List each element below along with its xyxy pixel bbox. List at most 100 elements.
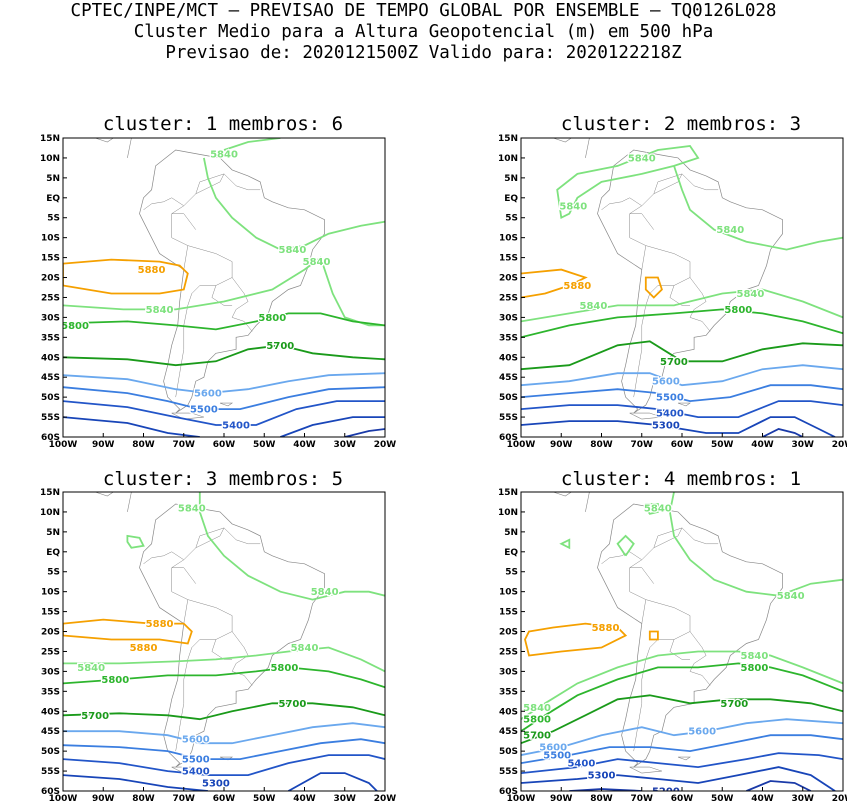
contour-label: 5700 bbox=[266, 341, 294, 352]
y-tick-label: 50S bbox=[41, 747, 60, 757]
contour-label: 5800 bbox=[724, 305, 752, 316]
y-tick-label: 55S bbox=[41, 767, 60, 777]
contour-label: 5840 bbox=[279, 245, 307, 256]
y-tick-label: 55S bbox=[499, 413, 518, 423]
y-tick-label: EQ bbox=[504, 194, 518, 204]
y-tick-label: 60S bbox=[41, 433, 60, 443]
coastline bbox=[597, 503, 783, 768]
y-tick-label: 40S bbox=[499, 707, 518, 717]
country-border bbox=[601, 551, 642, 564]
x-tick-label: 70W bbox=[173, 440, 196, 450]
y-tick-label: 10S bbox=[41, 588, 60, 598]
contour-5500 bbox=[521, 734, 843, 764]
y-tick-label: 60S bbox=[499, 433, 518, 443]
island-outline bbox=[164, 472, 188, 480]
map-frame bbox=[520, 491, 844, 792]
island-outline bbox=[629, 412, 662, 420]
contour-label: 5300 bbox=[652, 421, 680, 432]
country-border bbox=[681, 527, 719, 545]
contour-label: 5800 bbox=[61, 321, 89, 332]
contour-label: 5880 bbox=[146, 619, 174, 630]
contour-5600 bbox=[521, 364, 843, 387]
x-tick-label: 20W bbox=[832, 794, 847, 803]
country-border bbox=[223, 527, 261, 545]
contour-label: 5840 bbox=[303, 257, 331, 268]
header-line-2: Cluster Medio para a Altura Geopotencial… bbox=[133, 22, 714, 42]
contour-label: 5840 bbox=[644, 503, 672, 514]
country-border bbox=[143, 551, 184, 565]
x-tick-label: 30W bbox=[334, 794, 357, 803]
contour-5840 bbox=[559, 538, 571, 550]
country-border bbox=[195, 173, 225, 194]
contour-5840 bbox=[198, 492, 385, 601]
contour-label: 5600 bbox=[194, 389, 222, 400]
y-tick-label: 20S bbox=[41, 628, 60, 638]
contour-label: 5840 bbox=[178, 503, 206, 514]
contour-label: 5840 bbox=[716, 225, 744, 236]
country-border bbox=[231, 277, 253, 332]
contour-label: 5880 bbox=[563, 281, 591, 292]
contour-label: 5500 bbox=[656, 393, 684, 404]
y-tick-label: 15N bbox=[498, 134, 518, 144]
y-tick-label: 45S bbox=[499, 373, 518, 383]
contour-5840 bbox=[644, 503, 659, 515]
panel-2-title: cluster: 2 membros: 3 bbox=[560, 113, 802, 135]
contour-label: 5600 bbox=[652, 377, 680, 388]
contour-label: 5840 bbox=[777, 591, 805, 602]
x-tick-label: 60W bbox=[671, 794, 694, 803]
y-tick-label: 5S bbox=[47, 568, 60, 578]
x-tick-label: 50W bbox=[711, 440, 734, 450]
contour-5200 bbox=[762, 428, 804, 437]
contour-5600 bbox=[521, 718, 843, 756]
contour-5700 bbox=[521, 694, 843, 745]
contour-label: 5400 bbox=[656, 409, 684, 420]
contour-label: 5880 bbox=[138, 265, 166, 276]
contour-5840 bbox=[63, 256, 385, 327]
x-tick-label: 20W bbox=[832, 440, 847, 450]
country-border bbox=[633, 599, 691, 752]
panel-1-title: cluster: 1 membros: 6 bbox=[102, 113, 344, 135]
contour-5600 bbox=[63, 372, 385, 395]
island-outline bbox=[95, 492, 132, 512]
contour-5600 bbox=[63, 722, 385, 745]
contour-label: 5800 bbox=[270, 663, 298, 674]
x-tick-label: 90W bbox=[550, 440, 573, 450]
x-tick-label: 90W bbox=[550, 794, 573, 803]
y-tick-label: 15N bbox=[40, 134, 60, 144]
y-tick-label: 50S bbox=[41, 393, 60, 403]
contour-label: 5800 bbox=[258, 313, 286, 324]
contour-5200 bbox=[746, 780, 812, 791]
y-tick-label: 55S bbox=[499, 767, 518, 777]
country-border bbox=[681, 173, 719, 191]
contour-label: 5700 bbox=[660, 357, 688, 368]
y-tick-label: 25S bbox=[41, 647, 60, 657]
y-tick-label: 5S bbox=[47, 214, 60, 224]
y-tick-label: 35S bbox=[41, 687, 60, 697]
country-border bbox=[633, 245, 691, 398]
y-tick-label: 25S bbox=[499, 293, 518, 303]
contour-label: 5840 bbox=[741, 651, 769, 662]
contour-label: 5840 bbox=[77, 663, 105, 674]
island-outline bbox=[622, 118, 646, 126]
contour-label: 5700 bbox=[523, 731, 551, 742]
y-tick-label: 30S bbox=[41, 667, 60, 677]
country-border bbox=[601, 197, 642, 210]
x-tick-label: 90W bbox=[92, 794, 115, 803]
x-tick-label: 50W bbox=[253, 440, 276, 450]
y-tick-label: 30S bbox=[41, 313, 60, 323]
contour-label: 5300 bbox=[588, 771, 616, 782]
x-tick-label: 80W bbox=[590, 794, 613, 803]
country-border bbox=[689, 631, 711, 686]
y-tick-label: 45S bbox=[41, 373, 60, 383]
y-tick-label: 35S bbox=[499, 333, 518, 343]
contour-5400 bbox=[521, 752, 843, 774]
y-tick-label: 5N bbox=[46, 174, 60, 184]
contour-label: 5840 bbox=[523, 703, 551, 714]
contour-5840 bbox=[521, 288, 843, 323]
contour-5200 bbox=[344, 428, 385, 437]
contour-label: 5700 bbox=[720, 699, 748, 710]
country-border bbox=[171, 213, 196, 230]
x-tick-label: 80W bbox=[590, 440, 613, 450]
contour-5840 bbox=[63, 646, 385, 673]
y-tick-label: 60S bbox=[41, 787, 60, 797]
